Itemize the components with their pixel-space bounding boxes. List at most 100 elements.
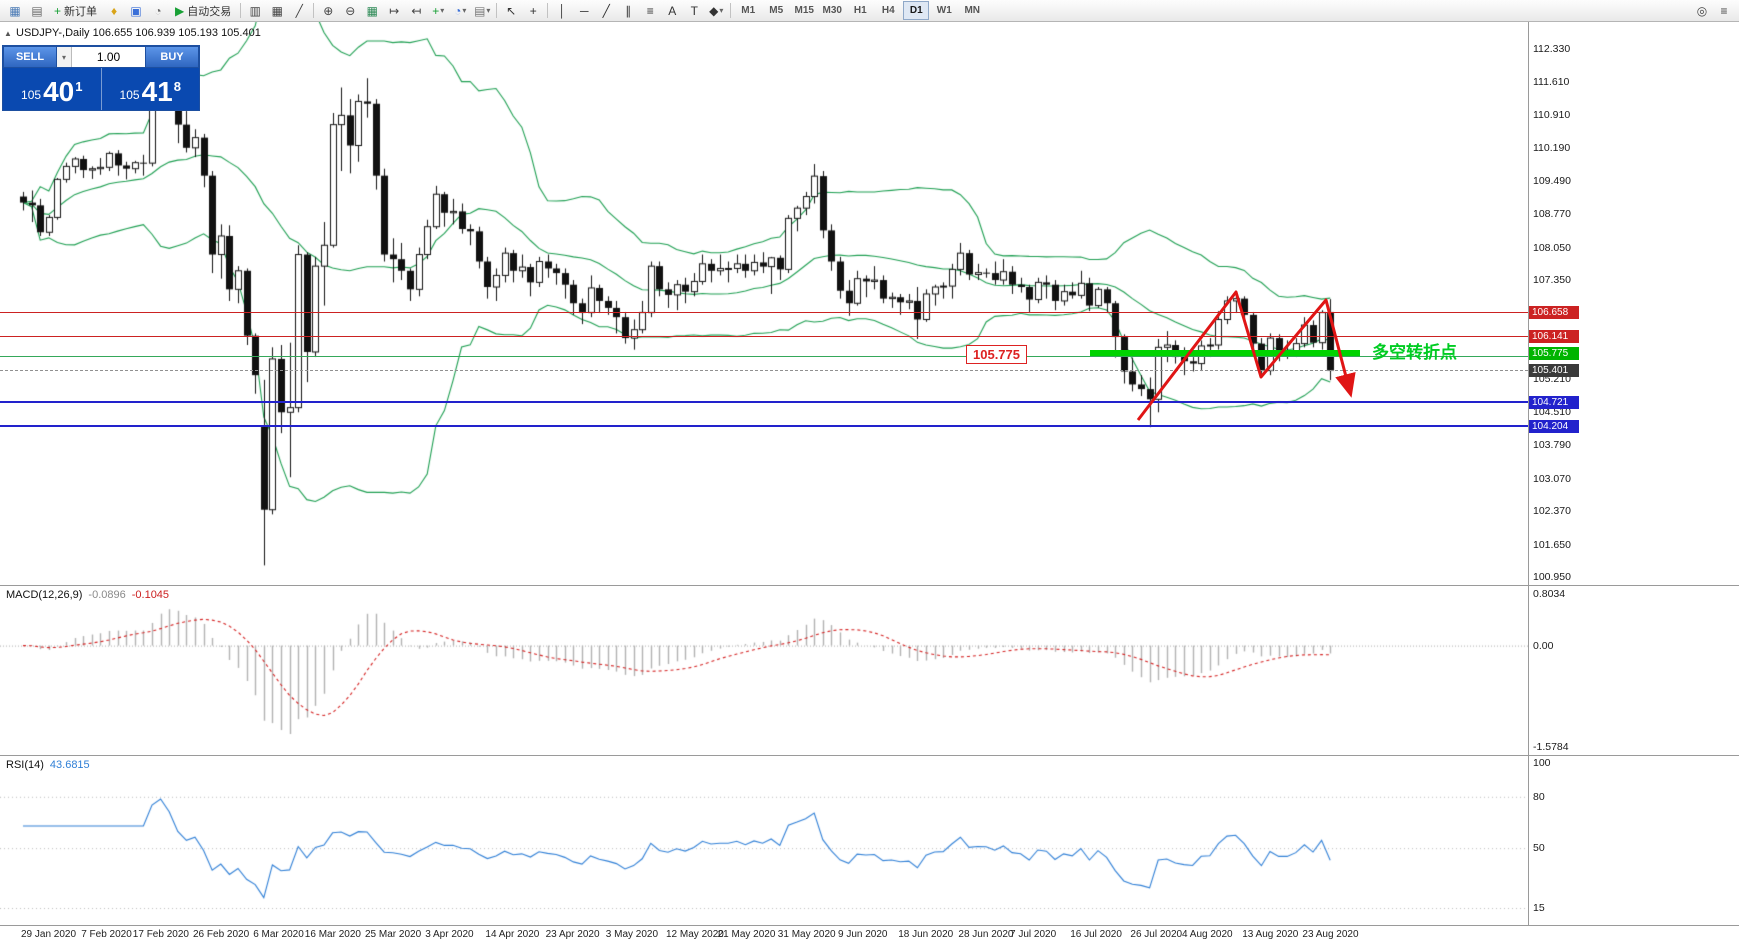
zoom-out-icon: ⊖: [345, 3, 356, 18]
chart-shift-icon[interactable]: ↤: [405, 2, 427, 20]
grid-icon: ▦: [366, 3, 378, 18]
cursor-icon: ↖: [506, 3, 517, 18]
chart-shift-icon: ↤: [411, 3, 422, 18]
label-icon[interactable]: T: [683, 2, 705, 20]
price-tag-104.721: 104.721: [1529, 395, 1579, 409]
templates-icon[interactable]: ▤ ▾: [471, 2, 493, 20]
label-icon: T: [690, 3, 698, 18]
crosshair-icon[interactable]: +: [522, 2, 544, 20]
price-axis-label: 108.050: [1533, 241, 1571, 254]
auto-scroll-icon[interactable]: ↦: [383, 2, 405, 20]
timeframe-m30-button[interactable]: M30: [822, 5, 842, 16]
sell-button[interactable]: SELL: [3, 46, 57, 68]
rsi-axis-label: 80: [1533, 790, 1545, 803]
grid-icon[interactable]: ▦: [361, 2, 383, 20]
data-window-icon[interactable]: ◔: [147, 2, 169, 20]
cursor-icon[interactable]: ↖: [500, 2, 522, 20]
timeframe-m15-button[interactable]: M15: [794, 5, 814, 16]
timeframe-mn-button[interactable]: MN: [964, 5, 981, 16]
timeframe-d1-button[interactable]: D1: [903, 1, 930, 20]
price-axis-label: 111.610: [1533, 76, 1570, 89]
market-watch-icon[interactable]: ▣: [125, 2, 147, 20]
indicators-icon: +: [432, 3, 440, 18]
new-order-button[interactable]: + 新订单: [48, 2, 103, 20]
one-click-trading-panel: SELL ▾ BUY 105 40 1 105 41 8: [2, 45, 200, 111]
timeframe-w1-button[interactable]: W1: [936, 5, 952, 16]
trendline-icon[interactable]: ╱: [595, 2, 617, 20]
timeframe-m1-button[interactable]: M1: [741, 5, 756, 16]
rsi-panel-canvas[interactable]: [0, 755, 1528, 925]
macd-signal-value: -0.1045: [131, 589, 170, 601]
trendline-icon: ╱: [602, 3, 610, 18]
time-axis-label: 23 Aug 2020: [1302, 929, 1359, 940]
fibonacci-icon[interactable]: ≡: [639, 2, 661, 20]
new-chart-icon: ▦: [9, 3, 21, 18]
main-chart-canvas[interactable]: [0, 22, 1528, 585]
zoom-in-icon: ⊕: [323, 3, 334, 18]
buy-price-pips: 41: [141, 76, 173, 107]
chart-profiles-icon: ▤: [31, 3, 43, 18]
time-axis-label: 7 Jul 2020: [1010, 929, 1057, 940]
indicators-icon[interactable]: + ▾: [427, 2, 449, 20]
autotrading-button: ▶: [175, 3, 185, 18]
zoom-in-icon[interactable]: ⊕: [317, 2, 339, 20]
data-window-icon: ◔: [154, 3, 162, 18]
buy-button[interactable]: BUY: [145, 46, 199, 68]
search-icon[interactable]: ◎: [1691, 2, 1713, 20]
time-axis-separator: [0, 925, 1739, 926]
time-axis-label: 25 Mar 2020: [365, 929, 422, 940]
timeframe-h4-button[interactable]: H4: [881, 5, 895, 16]
time-axis-label: 23 Apr 2020: [545, 929, 600, 940]
shapes-icon[interactable]: ◆ ▾: [705, 2, 727, 20]
time-axis-label: 12 May 2020: [666, 929, 724, 940]
buy-price[interactable]: 105 41 8: [100, 68, 200, 110]
periods-icon: ◔: [454, 3, 462, 18]
bar-chart-icon[interactable]: ▥: [244, 2, 266, 20]
timeframe-m5-button[interactable]: M5: [769, 5, 784, 16]
sell-price-major: 105: [21, 88, 42, 102]
line-chart-icon: ╱: [295, 3, 303, 18]
macd-name: MACD(12,26,9): [6, 589, 83, 601]
price-axis-label: 101.650: [1533, 538, 1571, 551]
buy-price-major: 105: [119, 88, 140, 102]
toolbar-overflow-icon[interactable]: ≡: [1713, 2, 1735, 20]
price-tag-104.204: 104.204: [1529, 419, 1579, 433]
line-chart-icon[interactable]: ╱: [288, 2, 310, 20]
channel-icon[interactable]: ∥: [617, 2, 639, 20]
autotrading-button[interactable]: ▶ 自动交易: [169, 2, 237, 20]
vertical-line-icon[interactable]: │: [551, 2, 573, 20]
panel-separator-rsi[interactable]: [0, 755, 1739, 756]
symbol-marker-icon: ▲: [4, 29, 12, 38]
candlestick-chart-icon[interactable]: ▦: [266, 2, 288, 20]
volume-dropdown[interactable]: ▾: [57, 47, 72, 67]
time-axis-label: 21 May 2020: [717, 929, 776, 940]
horizontal-line-icon[interactable]: ─: [573, 2, 595, 20]
fibonacci-icon: ≡: [646, 3, 654, 18]
toolbar-separator: [496, 3, 498, 18]
chart-title: USDJPY-,Daily 106.655 106.939 105.193 10…: [16, 27, 261, 39]
time-axis-label: 4 Aug 2020: [1182, 929, 1233, 940]
sell-price[interactable]: 105 40 1: [3, 68, 101, 110]
rsi-axis-label: 50: [1533, 842, 1545, 855]
autotrading-button-label: 自动交易: [187, 5, 232, 18]
zoom-out-icon[interactable]: ⊖: [339, 2, 361, 20]
expert-advisors-icon[interactable]: ♦: [103, 2, 125, 20]
new-chart-icon[interactable]: ▦: [4, 2, 26, 20]
new-order-button: +: [54, 3, 62, 18]
periods-icon[interactable]: ◔ ▾: [449, 2, 471, 20]
shapes-icon: ◆: [709, 3, 719, 18]
time-axis-label: 17 Feb 2020: [132, 929, 189, 940]
time-axis-label: 14 Apr 2020: [485, 929, 540, 940]
price-axis[interactable]: [1528, 22, 1739, 925]
chevron-down-icon: ▾: [440, 6, 445, 15]
timeframe-h1-button[interactable]: H1: [853, 5, 867, 16]
panel-separator-macd[interactable]: [0, 585, 1739, 586]
macd-axis-label: -1.5784: [1533, 740, 1569, 753]
time-axis-label: 6 Mar 2020: [253, 929, 304, 940]
chart-profiles-icon[interactable]: ▤: [26, 2, 48, 20]
text-icon[interactable]: A: [661, 2, 683, 20]
price-axis-label: 100.950: [1533, 571, 1571, 583]
macd-panel-canvas[interactable]: [0, 585, 1528, 755]
toolbar: ▦ ▤ + 新订单 ♦ ▣ ◔ ▶ 自动交易 ▥ ▦ ╱ ⊕ ⊖ ▦ ↦ ↤ + ▾ ◔ ▾ ▤ ▾ ↖ + │ ─ ╱ ∥ ≡ A T ◆ ▾ M…: [0, 0, 1739, 22]
volume-input[interactable]: [72, 47, 145, 67]
